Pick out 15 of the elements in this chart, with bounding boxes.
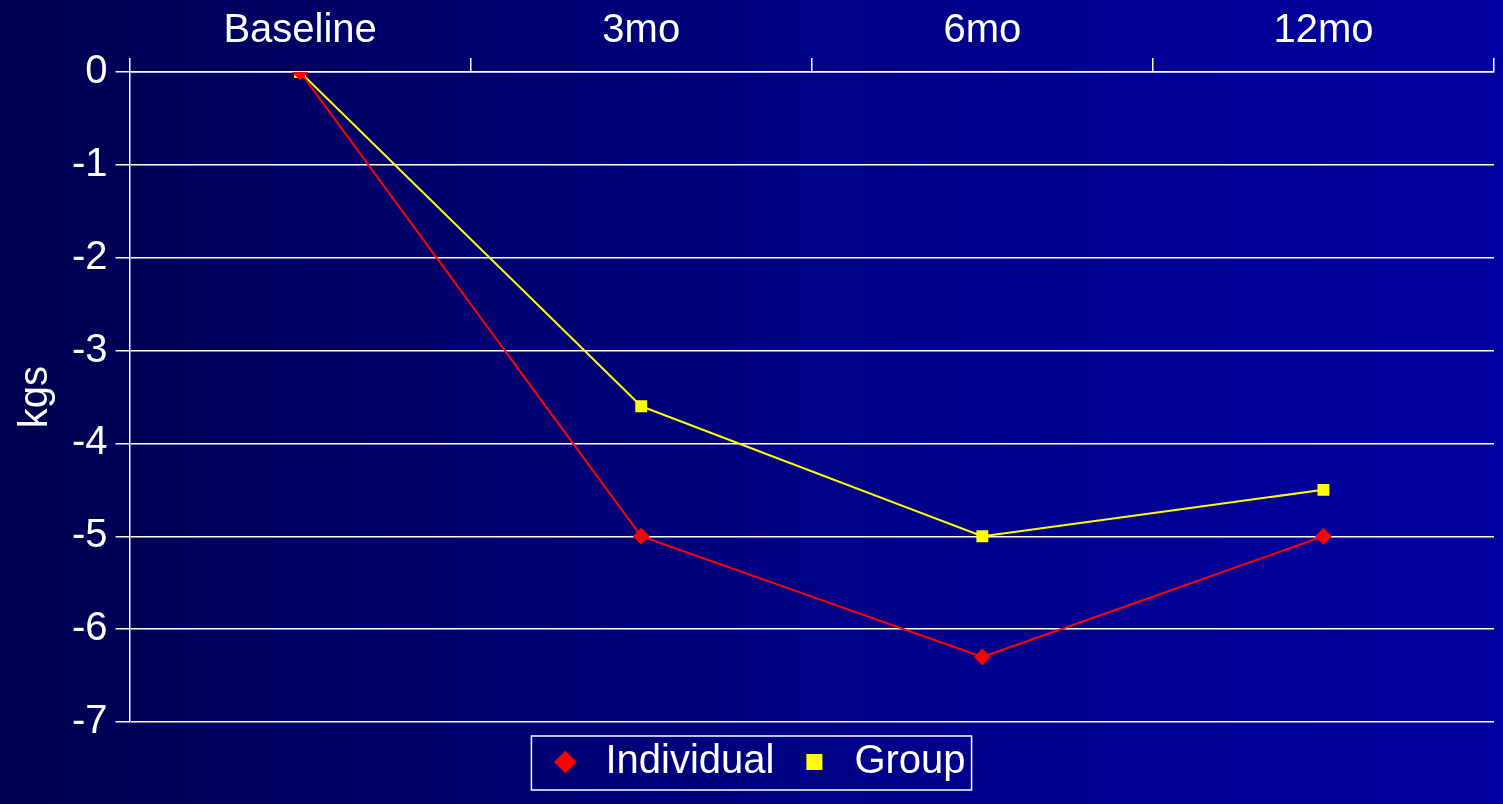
y-tick-label: -3 xyxy=(71,325,108,370)
x-tick-label: Baseline xyxy=(223,6,377,51)
y-tick-label: -6 xyxy=(71,604,108,649)
y-tick-label: -4 xyxy=(71,418,108,463)
y-axis-title: kgs xyxy=(11,365,56,429)
x-tick-label: 3mo xyxy=(602,6,681,51)
x-tick-label: 6mo xyxy=(943,6,1022,51)
y-tick-label: -7 xyxy=(71,697,108,742)
y-tick-label: 0 xyxy=(85,47,108,92)
x-tick-label: 12mo xyxy=(1273,6,1374,51)
y-tick-label: -5 xyxy=(71,511,108,556)
y-tick-label: -2 xyxy=(71,232,108,277)
legend-label: Individual xyxy=(605,737,775,782)
legend-label: Group xyxy=(854,737,966,782)
y-tick-label: -1 xyxy=(71,139,108,184)
